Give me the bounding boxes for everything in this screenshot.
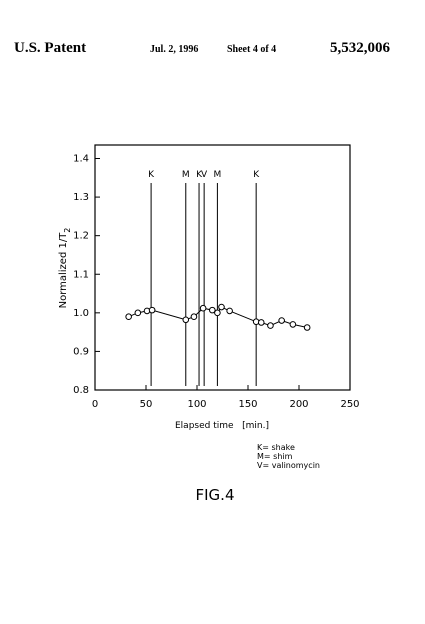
data-point [182, 316, 190, 324]
data-point [267, 322, 274, 329]
y-tick-label: 1.0 [73, 308, 89, 319]
data-point [278, 317, 285, 324]
x-axis-label: Elapsed time [min.] [175, 421, 269, 431]
patent-date: Jul. 2, 1996 [150, 44, 198, 55]
event-label: K [196, 170, 203, 180]
y-axis-label-sub: 2 [63, 228, 72, 233]
x-tick-label: 50 [140, 399, 153, 410]
x-tick-label: 100 [187, 399, 206, 410]
event-label: M [214, 170, 222, 180]
data-point [199, 304, 207, 312]
event-label: V [201, 170, 208, 180]
data-point [303, 324, 311, 331]
data-point [134, 309, 142, 317]
data-point [257, 319, 265, 326]
data-point [209, 306, 216, 314]
y-tick-label: 0.8 [73, 385, 89, 396]
note: M= shim [257, 452, 293, 461]
y-tick-label: 1.1 [73, 269, 89, 280]
plot-frame [94, 144, 351, 391]
y-axis-label-main: Normalized 1/T [58, 232, 69, 309]
data-point [226, 307, 233, 315]
x-tick-label: 250 [340, 399, 359, 410]
data-point [289, 321, 297, 328]
event-label: M [182, 170, 190, 180]
event-label: K [253, 170, 260, 180]
event-label: K [148, 170, 155, 180]
note: V= valinomycin [257, 461, 320, 470]
x-tick-label: 150 [238, 399, 257, 410]
data-point [214, 309, 221, 317]
y-axis-label: Normalized 1/T2 [58, 228, 72, 309]
x-tick-label: 0 [92, 399, 98, 410]
data-point [148, 306, 156, 314]
note: K= shake [257, 443, 295, 452]
x-tick-label: 200 [289, 399, 308, 410]
data-point [190, 313, 198, 320]
y-tick-label: 0.9 [73, 346, 89, 357]
figure-label: FIG.4 [196, 486, 235, 504]
patent-sheet: Sheet 4 of 4 [227, 44, 276, 55]
data-point [218, 303, 225, 311]
y-tick-label: 1.2 [73, 231, 89, 242]
y-tick-label: 1.4 [73, 154, 89, 165]
data-point [125, 313, 132, 320]
patent-label: U.S. Patent [14, 40, 86, 56]
patent-number: 5,532,006 [330, 40, 391, 56]
y-tick-label: 1.3 [73, 192, 89, 203]
